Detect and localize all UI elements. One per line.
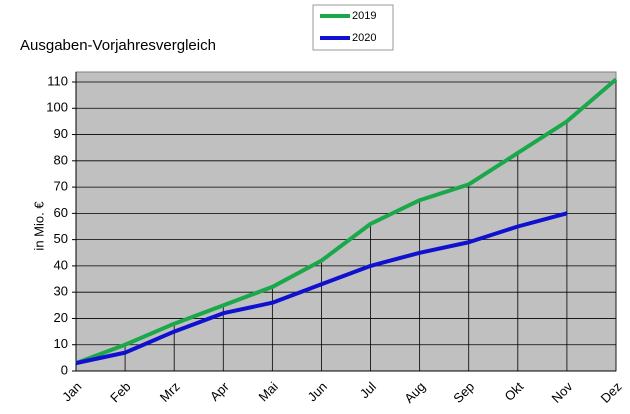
y-axis-label: in Mio. €: [31, 201, 46, 251]
legend-label: 2019: [352, 10, 376, 22]
y-tick-label: 0: [61, 362, 68, 377]
y-tick-label: 60: [54, 205, 68, 220]
y-tick-label: 20: [54, 310, 68, 325]
plot-area: [75, 71, 617, 372]
y-tick-label: 90: [54, 126, 68, 141]
y-tick-label: 110: [47, 73, 68, 88]
legend-label: 2020: [352, 32, 376, 44]
y-tick-label: 80: [54, 152, 68, 167]
y-tick-label: 70: [54, 179, 68, 194]
series-line: [75, 211, 568, 366]
y-tick-label: 30: [54, 284, 68, 299]
y-tick-label: 10: [54, 336, 68, 351]
legend: [312, 4, 394, 51]
y-tick-label: 40: [54, 257, 68, 272]
y-tick-label: 50: [54, 231, 68, 246]
y-tick-label: 100: [46, 100, 68, 115]
series-line: [75, 77, 618, 365]
chart-title: Ausgaben-Vorjahresvergleich: [20, 37, 216, 54]
